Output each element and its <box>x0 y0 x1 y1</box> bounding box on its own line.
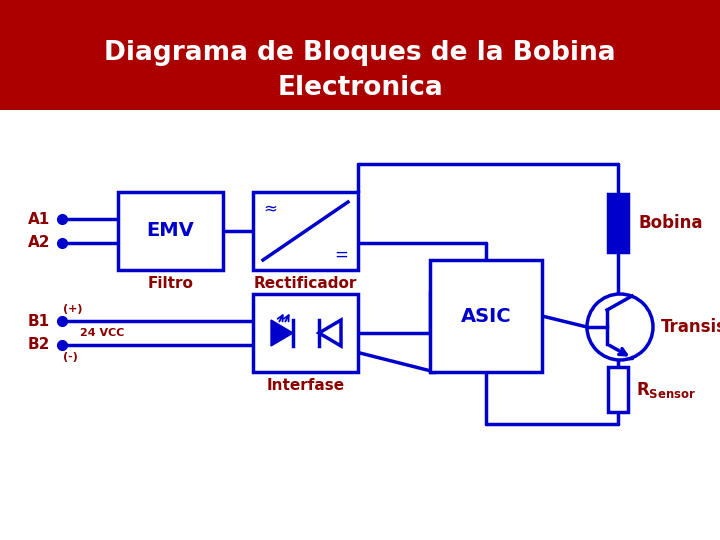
Text: B1: B1 <box>28 314 50 329</box>
Text: A2: A2 <box>27 235 50 250</box>
Text: Filtro: Filtro <box>148 276 194 292</box>
Polygon shape <box>271 320 293 346</box>
Bar <box>0 0 720 110</box>
Text: R$_{\mathregular{Sensor}}$: R$_{\mathregular{Sensor}}$ <box>636 380 696 400</box>
Text: Interfase: Interfase <box>266 379 345 394</box>
Bar <box>253 294 358 372</box>
Text: =: = <box>334 246 348 264</box>
Text: Transistor: Transistor <box>661 318 720 336</box>
Bar <box>253 192 358 270</box>
Text: (+): (+) <box>63 305 83 314</box>
Text: ≈: ≈ <box>263 199 277 217</box>
Text: Diagrama de Bloques de la Bobina: Diagrama de Bloques de la Bobina <box>104 40 616 66</box>
Text: B2: B2 <box>27 337 50 352</box>
Text: EMV: EMV <box>147 221 194 240</box>
Text: Rectificador: Rectificador <box>254 276 357 292</box>
Text: 24 VCC: 24 VCC <box>80 328 125 338</box>
Bar <box>430 260 542 372</box>
Circle shape <box>587 294 653 360</box>
Bar <box>118 192 223 270</box>
Text: ASIC: ASIC <box>461 307 511 326</box>
Text: Bobina: Bobina <box>638 214 703 232</box>
Text: (-): (-) <box>63 352 78 362</box>
Text: Electronica: Electronica <box>277 75 443 101</box>
Bar <box>608 194 628 252</box>
Polygon shape <box>319 320 341 346</box>
Bar <box>608 367 628 412</box>
Text: A1: A1 <box>28 212 50 227</box>
